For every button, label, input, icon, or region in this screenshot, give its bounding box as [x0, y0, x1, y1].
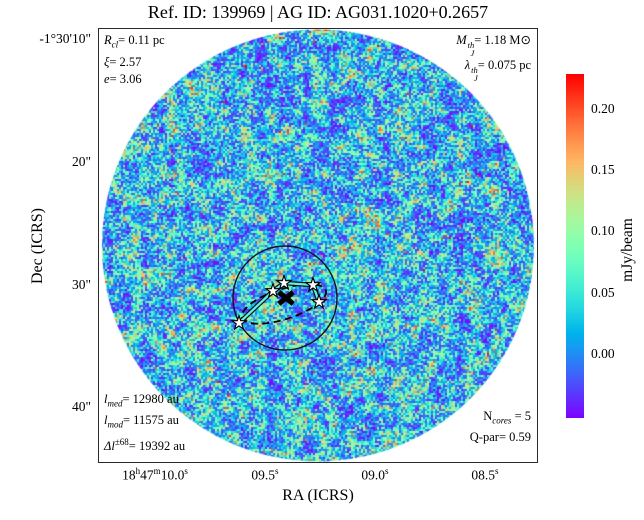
colorbar-tick-label: 0.20: [591, 101, 615, 116]
annotation-line: ξ= 2.57: [104, 54, 142, 69]
y-tick-label: 30": [71, 277, 91, 292]
colorbar-gradient: [566, 74, 584, 418]
markers-overlay: [230, 245, 338, 351]
colorbar-tick-label: 0.10: [591, 223, 615, 238]
x-tick-row: 18h47m10.0s 09.5s 09.0s 08.5s: [98, 465, 538, 487]
core-star-marker: [264, 281, 282, 299]
y-tick-label: -1°30'10": [39, 31, 91, 46]
colorbar-tick-label: 0.05: [591, 285, 615, 300]
annotation-line: Ncores = 5: [483, 408, 531, 426]
x-axis-label: RA (ICRS): [282, 487, 354, 504]
annotation-line: lmed= 12980 au: [104, 391, 179, 409]
colorbar-tick-label: 0.00: [591, 346, 615, 361]
annotation-line: Q-par= 0.59: [469, 430, 531, 444]
core-star-marker: [275, 273, 293, 291]
annotation-bottom-right: Ncores = 5 Q-par= 0.59: [470, 408, 531, 447]
annotation-line: lmod= 11575 au: [104, 413, 179, 430]
core-star-marker: [310, 292, 328, 310]
mst-edge: [238, 290, 274, 324]
annotation-top-left: Rcl= 0.11 pc ξ= 2.57 e= 3.06: [104, 32, 165, 88]
cluster-center-x-marker: [277, 290, 295, 306]
colorbar-label: mJy/beam: [619, 218, 636, 282]
colorbar: [566, 74, 584, 418]
x-tick-label: 08.5s: [471, 466, 499, 483]
annotation-bottom-left: lmed= 12980 au lmod= 11575 au Δl±68= 19392…: [104, 391, 185, 455]
figure-title: Ref. ID: 139969 | AG ID: AG031.1020+0.26…: [147, 2, 489, 22]
annotation-line: Δl±68= 19392 au: [104, 436, 186, 453]
colorbar-tick-labels: 0.20 0.15 0.10 0.05 0.00: [591, 74, 631, 418]
cluster-radius-circle: [232, 245, 338, 351]
y-tick-label: 40": [71, 399, 91, 414]
x-tick-label: 18h47m10.0s: [122, 466, 188, 483]
annotation-line: Rcl= 0.11 pc: [104, 33, 165, 50]
y-tick-label: 20": [71, 154, 91, 169]
core-star-marker: [304, 275, 322, 293]
annotation-line: λ th J = 0.075 pc: [464, 58, 531, 83]
x-tick-label: 09.5s: [251, 466, 279, 483]
x-tick-label: 09.0s: [361, 466, 389, 483]
noise-map-canvas: [99, 29, 537, 462]
colorbar-tick-label: 0.15: [591, 162, 615, 177]
core-star-marker: [230, 313, 248, 331]
annotation-line: e= 3.06: [104, 71, 142, 86]
y-tick-labels: -1°30'10" 20" 30" 40": [0, 28, 94, 463]
